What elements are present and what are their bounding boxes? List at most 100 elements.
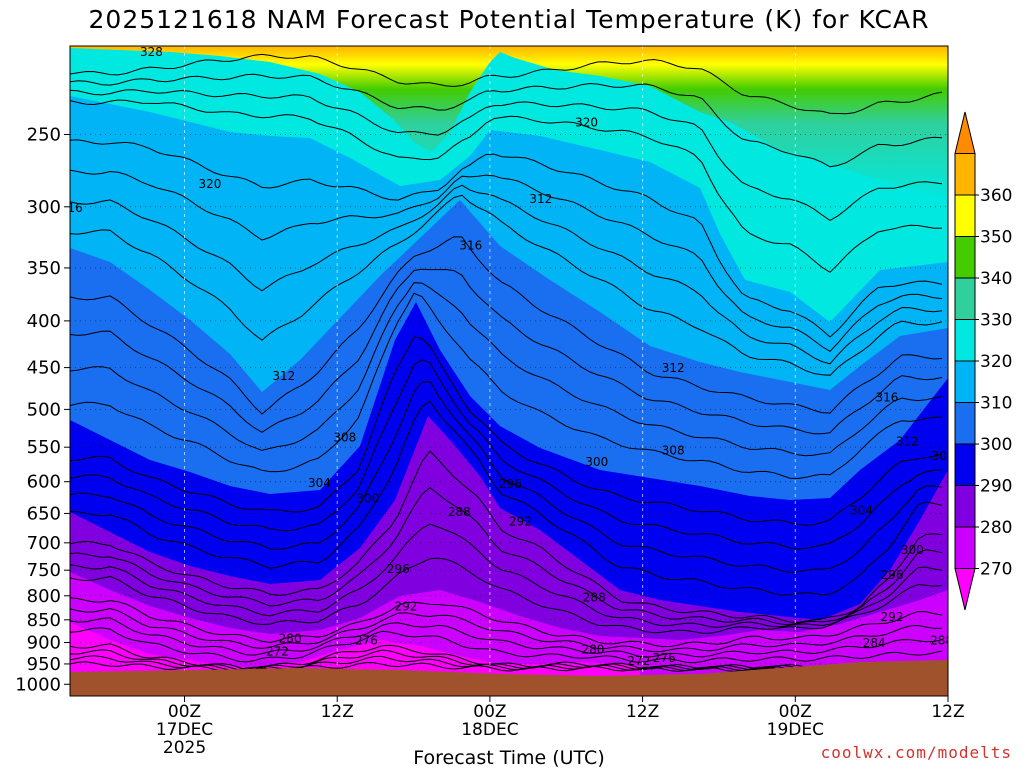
contour-label: 276 [355,634,378,648]
contour-label: 292 [509,514,532,528]
x-tick-label: 19DEC [767,720,824,740]
contour-line [70,627,943,664]
colorbar-segment [954,402,976,445]
y-tick-label: 1000 [15,674,61,695]
contour-line [70,236,943,415]
x-axis: 00Z17DEC202512Z00Z18DEC12Z00Z19DEC12Z00Z… [156,696,965,758]
contour-line [70,139,943,338]
contour-label: 300 [585,455,608,469]
contour-label: 288 [583,591,606,605]
y-tick-label: 400 [27,311,61,332]
contour-label: 312 [529,192,552,206]
contour-label: 288 [930,634,953,648]
y-tick-label: 700 [27,533,61,554]
contour-label: 308 [333,430,356,444]
contour-label: 316 [875,390,898,404]
colorbar-segment [954,360,976,403]
colorbar-segment [954,526,976,569]
contour-label: 328 [998,76,1021,90]
contour-line [70,557,943,634]
x-axis-label: Forecast Time (UTC) [413,747,604,768]
contour-line [70,292,943,480]
y-tick-label: 800 [27,586,61,607]
y-tick-label: 350 [27,258,61,279]
plot-area: 328 328 320 320 316 316 312 312 312 316 312 308 308 3… [60,45,1021,696]
contour-label: 304 [850,504,873,518]
y-tick-label: 250 [27,124,61,145]
colorbar-segment [954,319,976,362]
contour-line [70,380,943,573]
colorbar-segment [954,277,976,320]
colorbar-segment [954,194,976,237]
contour-label: 320 [199,177,222,191]
y-tick-label: 500 [27,399,61,420]
colorbar-label: 340 [980,269,1012,289]
grid-lines [70,46,948,696]
contour-label: 316 [60,201,83,215]
x-tick-label: 12Z [931,702,964,722]
y-tick-label: 450 [27,358,61,379]
contour-label: 296 [387,562,410,576]
colorbar-label: 310 [980,394,1012,414]
y-tick-label: 550 [27,437,61,458]
colorbar-label: 270 [980,560,1012,580]
contour-label: 308 [931,449,954,463]
contour-label: 300 [356,491,379,505]
x-tick-label: 00Z [779,702,812,722]
x-tick-label: 00Z [168,702,201,722]
x-tick-label: 00Z [473,702,506,722]
chart-title: 2025121618 NAM Forecast Potential Temper… [89,5,930,34]
contour-line [70,99,943,273]
contour-label: 276 [653,651,676,665]
x-tick-label: 18DEC [461,720,518,740]
contour-label: 312 [896,435,919,449]
contour-label: 280 [279,631,302,645]
colorbar: 270 280 290 300 310 320 330 340 350 360 [954,111,1012,611]
colorbar-label: 350 [980,228,1012,248]
contour-line [70,597,943,648]
contour-label: 308 [662,443,685,457]
colorbar-label: 300 [980,435,1012,455]
contour-line [70,194,943,376]
contour-line [70,282,943,457]
x-tick-label: 2025 [163,738,206,758]
contour-label: 272 [627,654,650,668]
y-tick-label: 950 [27,654,61,675]
x-tick-label: 17DEC [156,720,213,740]
colorbar-segment [954,236,976,279]
contour-line [70,450,943,623]
contour-line [70,400,943,596]
colorbar-segment [954,111,976,154]
contour-label: 280 [582,642,605,656]
y-tick-label: 600 [27,472,61,493]
colorbar-label: 320 [980,352,1012,372]
y-tick-label: 650 [27,503,61,524]
contour-label: 292 [881,610,904,624]
contour-label: 288 [448,505,471,519]
contour-line [70,359,943,550]
contour-label: 272 [266,644,289,658]
plot-frame [69,45,949,697]
y-tick-label: 300 [27,197,61,218]
contour-line [70,184,943,365]
contour-label: 296 [881,568,904,582]
colorbar-segment [954,568,976,611]
contour-line [70,617,943,658]
colorbar-label: 280 [980,518,1012,538]
colorbar-segment [954,443,976,486]
contour-line [70,607,943,653]
y-tick-label: 900 [27,632,61,653]
contour-label: 284 [863,636,886,650]
colorbar-label: 360 [980,186,1012,206]
colorbar-label: 290 [980,477,1012,497]
contour-lines [70,53,943,672]
contour-line [70,73,943,168]
contour-label: 292 [394,599,417,613]
y-tick-label: 750 [27,560,61,581]
y-tick-label: 850 [27,610,61,631]
colorbar-segment [954,153,976,196]
contour-line [70,169,943,353]
colorbar-label: 330 [980,311,1012,331]
contour-label: 328 [140,45,163,59]
